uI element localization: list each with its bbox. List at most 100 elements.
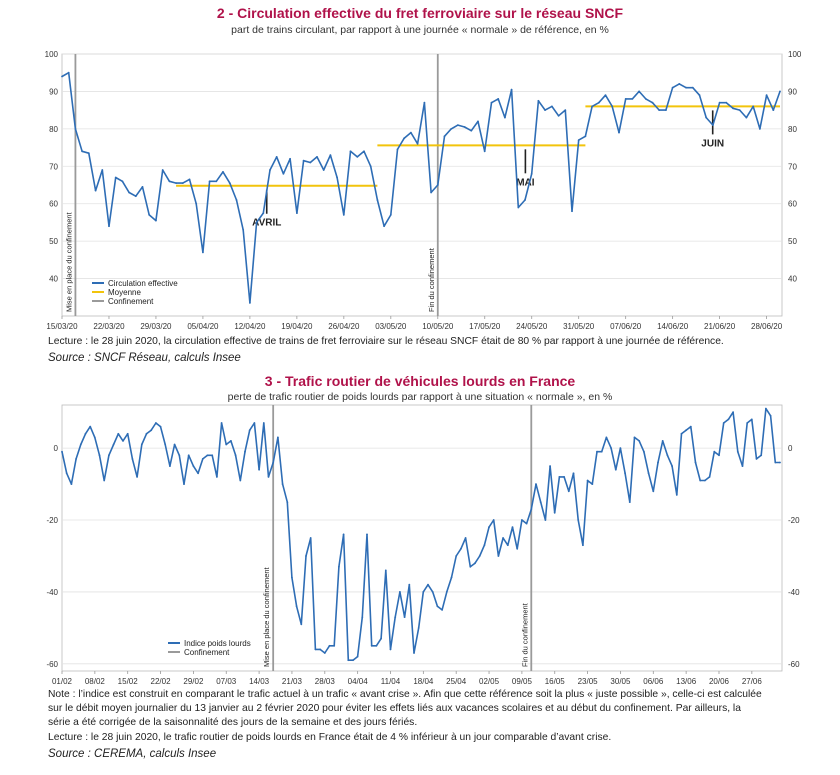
data-point	[114, 176, 117, 179]
data-point	[222, 171, 224, 173]
data-point	[192, 465, 195, 467]
data-point	[577, 139, 580, 142]
chart1-title: 2 - Circulation effective du fret ferrov…	[217, 5, 624, 21]
x-tick-label: 28/03	[315, 677, 336, 686]
data-point	[564, 109, 567, 111]
data-point	[430, 191, 432, 194]
data-point	[342, 533, 345, 536]
chart1-x-ticks: 15/03/20 22/03/20 29/03/20 05/04/20 12/04/20…	[46, 316, 783, 331]
data-point	[597, 101, 600, 104]
data-point	[436, 184, 439, 186]
data-point	[477, 120, 479, 123]
data-point	[126, 432, 129, 435]
data-point	[736, 450, 739, 453]
data-point	[567, 490, 570, 493]
data-point	[396, 148, 399, 151]
data-point	[309, 537, 312, 539]
data-point	[242, 229, 245, 231]
data-point	[258, 468, 260, 471]
data-point	[61, 450, 63, 453]
average-label: JUIN	[701, 138, 724, 149]
x-tick-label: 21/03	[282, 677, 303, 686]
y-tick-label-left: 70	[49, 162, 58, 171]
data-point	[691, 86, 694, 89]
data-point	[689, 425, 692, 428]
x-tick-label: 15/03/20	[46, 322, 78, 331]
y-tick-label-left: 80	[49, 125, 58, 134]
data-point	[208, 180, 211, 183]
data-point	[658, 109, 661, 111]
data-point	[732, 107, 734, 110]
data-point	[65, 472, 68, 475]
data-point	[712, 124, 714, 126]
data-point	[286, 501, 289, 503]
confinement-label: Mise en place du confinement	[262, 566, 271, 667]
data-point	[544, 109, 546, 111]
data-point	[394, 616, 397, 618]
data-point	[450, 576, 453, 579]
data-point	[497, 555, 500, 557]
data-point	[141, 186, 144, 188]
data-point	[187, 454, 190, 457]
data-point	[281, 483, 284, 485]
data-point	[93, 436, 96, 439]
x-tick-label: 03/05/20	[375, 322, 407, 331]
chart2-y-ticks: -60 -60 -40 -40 -20 -20 0 0	[46, 444, 800, 669]
data-point	[584, 135, 587, 138]
legend-entry: Indice poids lourds	[184, 639, 251, 648]
data-point	[647, 472, 650, 475]
data-point	[657, 461, 659, 464]
y-tick-label-right: -40	[788, 588, 800, 597]
data-point	[380, 637, 382, 640]
data-point	[291, 576, 293, 579]
data-point	[624, 98, 627, 100]
chart2-source: Source : CEREMA, calculs Insee	[48, 748, 216, 760]
x-tick-label: 28/06/20	[751, 322, 783, 331]
y-tick-label-left: 100	[45, 50, 59, 59]
y-tick-label-right: 60	[788, 200, 797, 209]
chart1-frame	[61, 53, 783, 317]
data-point	[121, 180, 124, 183]
data-point	[333, 644, 336, 647]
data-point	[741, 465, 744, 467]
data-point	[718, 454, 720, 457]
data-point	[155, 422, 157, 424]
x-tick-label: 22/02	[151, 677, 172, 686]
data-point	[164, 443, 167, 446]
data-point	[349, 150, 352, 153]
data-point	[410, 131, 412, 134]
y-tick-label-right: 100	[788, 50, 802, 59]
x-tick-label: 09/05	[512, 677, 533, 686]
data-point	[356, 156, 359, 158]
data-point	[708, 476, 711, 478]
data-point	[671, 465, 673, 467]
data-point	[718, 101, 721, 104]
data-point	[558, 476, 561, 478]
chart2-x-ticks: 01/02 08/02 15/02 22/02 29/02 07/03 14/03 21/03…	[52, 671, 762, 686]
chart2-note-line2: sur le débit moyen journalier du 13 janv…	[48, 703, 741, 714]
data-point	[464, 537, 467, 539]
data-point	[713, 450, 716, 453]
data-point	[460, 547, 462, 550]
data-point	[383, 225, 385, 228]
data-point	[188, 178, 191, 181]
x-tick-label: 14/03	[249, 677, 270, 686]
data-point	[463, 126, 466, 128]
chart1-series	[61, 71, 781, 304]
data-point	[145, 432, 148, 435]
data-point	[272, 461, 275, 464]
data-point	[168, 180, 171, 183]
data-point	[746, 422, 749, 424]
x-tick-label: 08/02	[85, 677, 106, 686]
data-point	[296, 212, 298, 215]
data-point	[175, 182, 178, 185]
data-point	[101, 169, 104, 171]
confinement-label: Mise en place du confinement	[64, 211, 73, 312]
data-point	[408, 583, 411, 586]
data-point	[61, 75, 63, 78]
data-point	[631, 98, 634, 100]
x-tick-label: 01/02	[52, 677, 73, 686]
data-point	[596, 450, 598, 453]
data-point	[779, 461, 781, 464]
